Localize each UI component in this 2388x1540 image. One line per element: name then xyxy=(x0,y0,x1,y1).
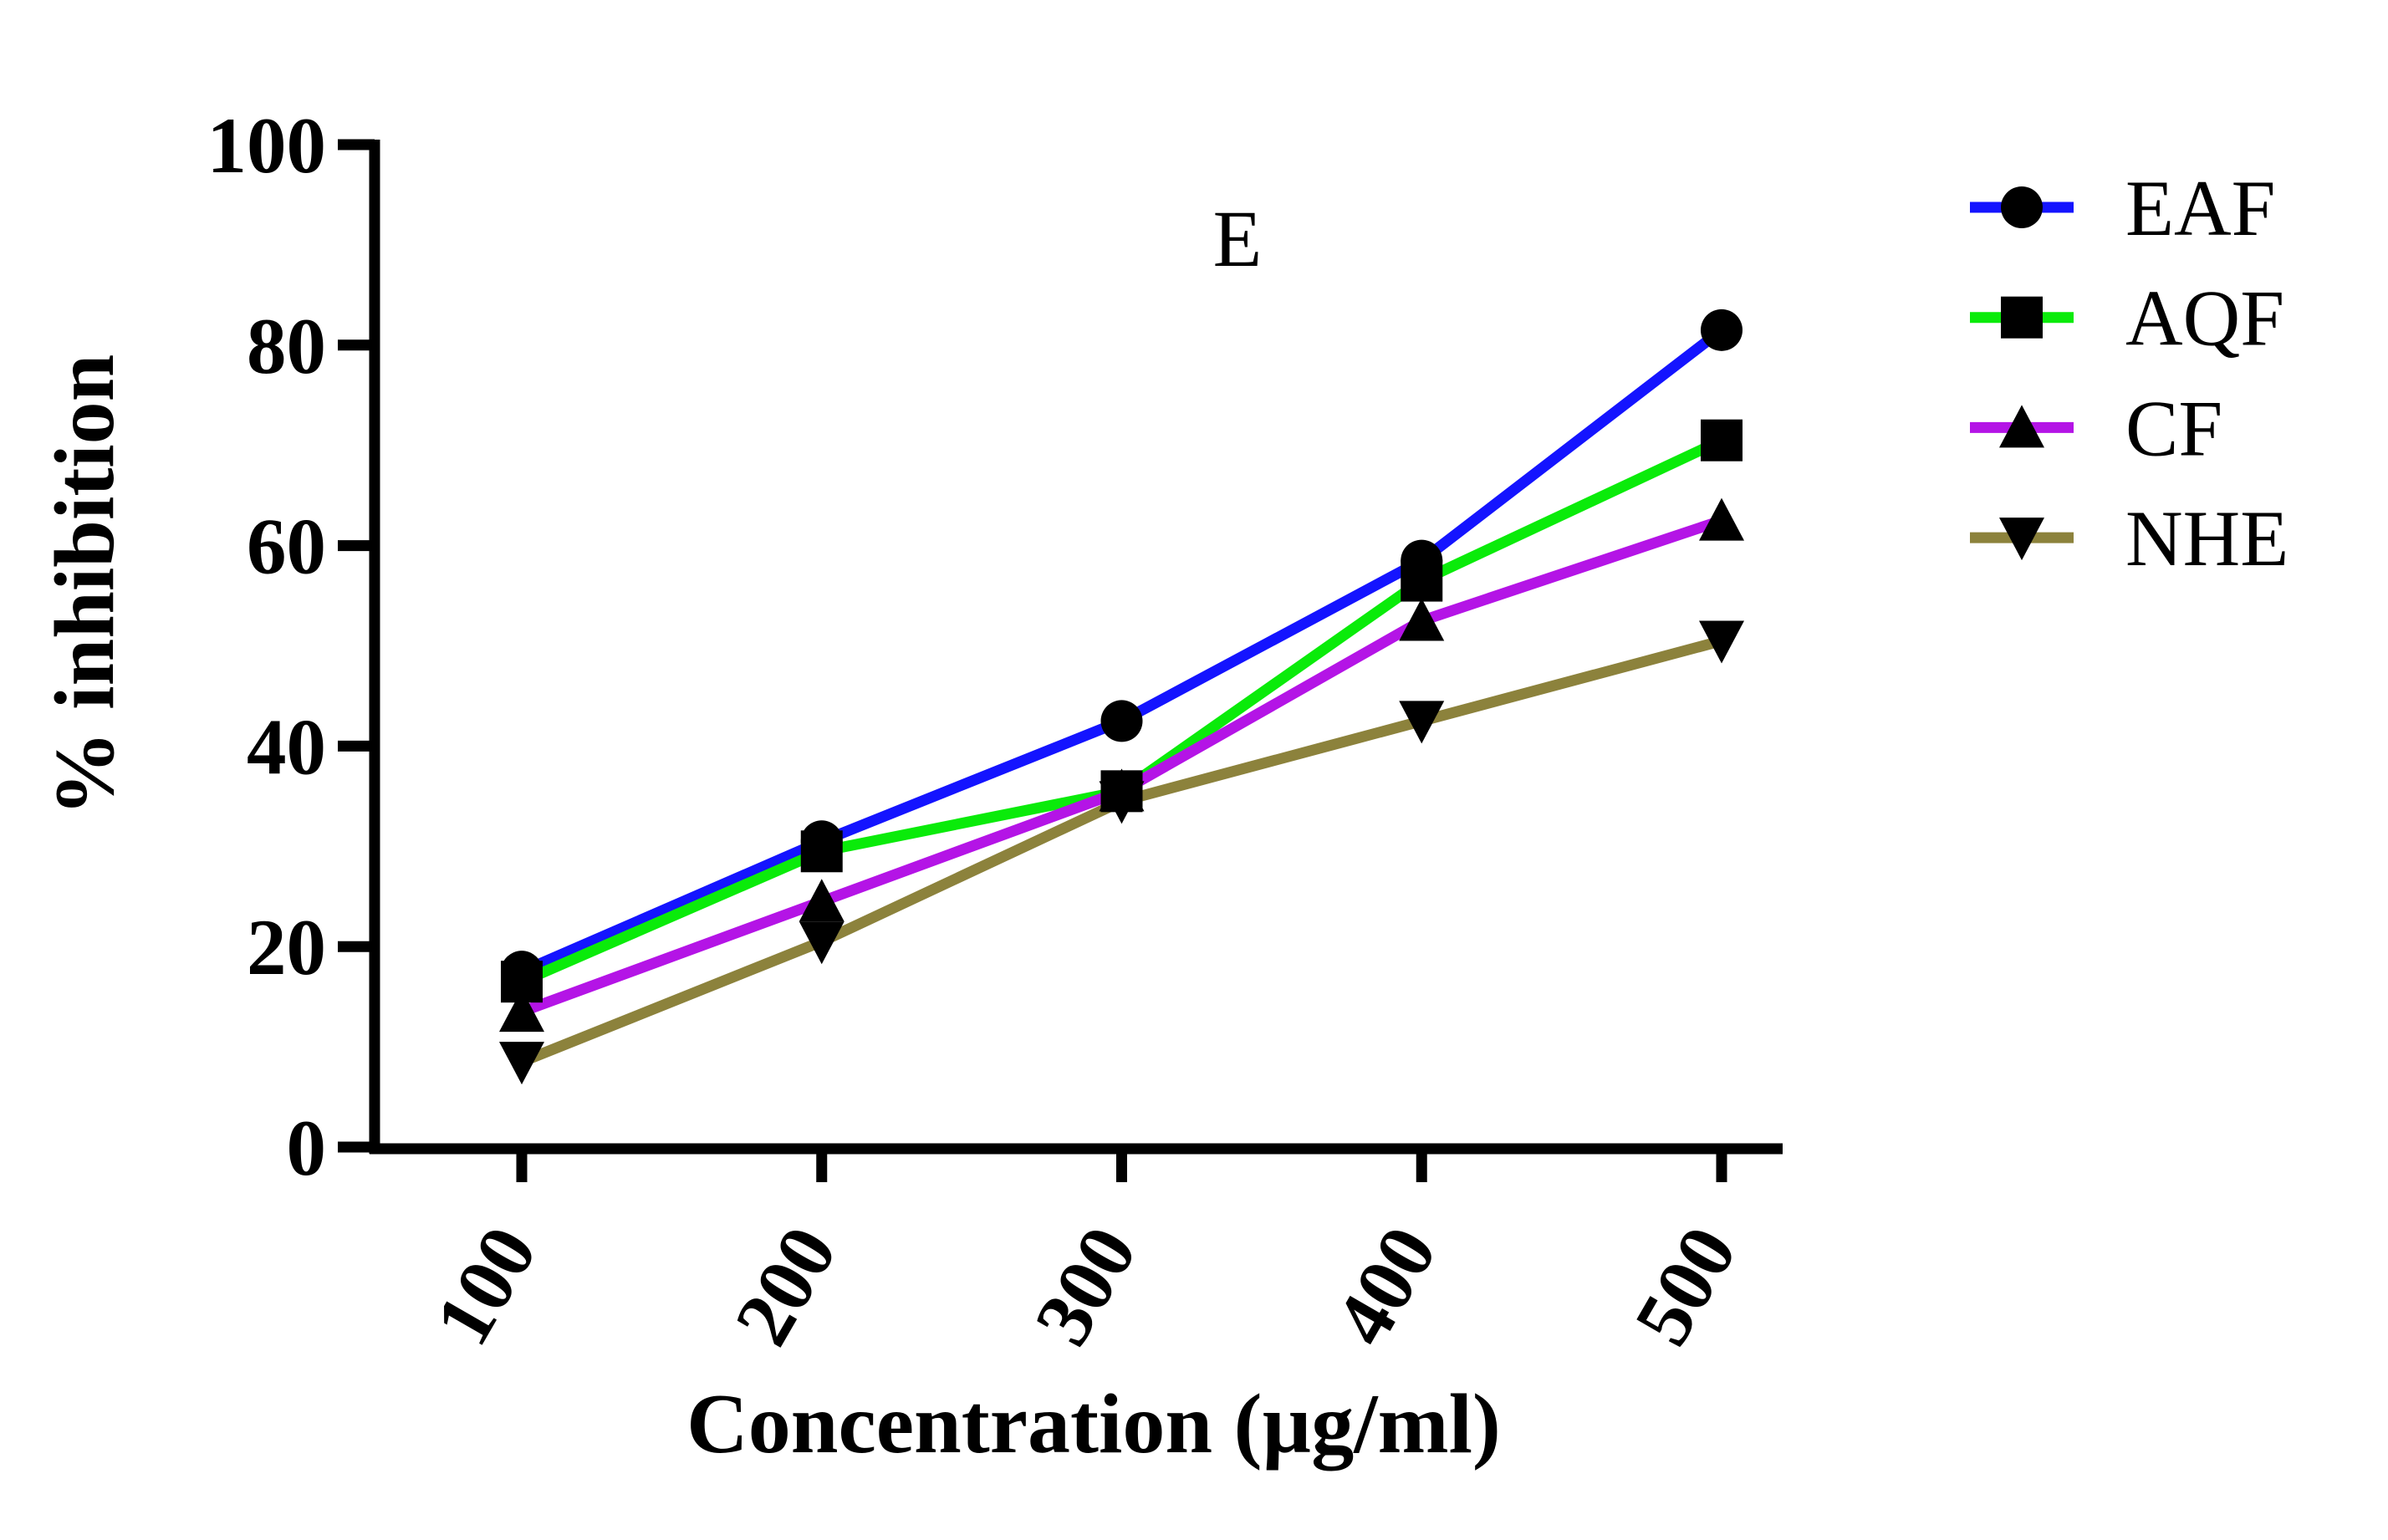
marker-NHE-100 xyxy=(499,1042,544,1085)
legend-marker-CF xyxy=(1999,405,2044,448)
panel-label: E xyxy=(1213,194,1263,283)
y-tick-label: 40 xyxy=(247,702,326,791)
y-tick-label: 80 xyxy=(247,302,326,390)
legend-marker-EAF xyxy=(2001,186,2043,228)
series-line-EAF xyxy=(519,325,1725,977)
series-line-CF xyxy=(519,515,1724,1017)
marker-NHE-500 xyxy=(1699,620,1744,664)
y-tick-label: 0 xyxy=(287,1104,327,1192)
marker-EAF-300 xyxy=(1100,700,1143,742)
x-axis-title: Concentration (µg/ml) xyxy=(686,1377,1501,1471)
x-tick-label: 300 xyxy=(1018,1212,1154,1359)
legend-marker-AQF xyxy=(2001,296,2043,339)
marker-AQF-400 xyxy=(1401,559,1443,602)
legend-label-EAF: EAF xyxy=(2125,164,2275,252)
x-tick-label: 200 xyxy=(717,1212,854,1359)
legend-label-AQF: AQF xyxy=(2125,274,2284,363)
legend: EAF AQF CF NHE xyxy=(1970,164,2288,583)
y-tick-label: 20 xyxy=(247,903,326,992)
marker-CF-200 xyxy=(799,879,844,922)
marker-CF-500 xyxy=(1699,497,1744,541)
x-tick-label: 400 xyxy=(1317,1212,1453,1359)
marker-CF-100 xyxy=(499,989,544,1033)
marker-NHE-400 xyxy=(1399,701,1445,744)
y-tick-label: 100 xyxy=(207,101,327,190)
y-axis-title: % inhibition xyxy=(38,354,132,817)
marker-NHE-200 xyxy=(799,921,844,965)
legend-label-NHE: NHE xyxy=(2125,494,2288,583)
legend-label-CF: CF xyxy=(2125,384,2222,472)
marker-NHE-300 xyxy=(1099,781,1145,824)
legend-marker-NHE xyxy=(1999,518,2044,561)
marker-AQF-500 xyxy=(1701,419,1743,461)
x-tick-label: 100 xyxy=(417,1212,554,1359)
marker-CF-400 xyxy=(1399,598,1445,641)
marker-AQF-200 xyxy=(800,830,843,873)
y-tick-label: 60 xyxy=(247,502,326,591)
x-tick-label: 500 xyxy=(1617,1212,1753,1359)
marker-EAF-500 xyxy=(1701,309,1743,351)
